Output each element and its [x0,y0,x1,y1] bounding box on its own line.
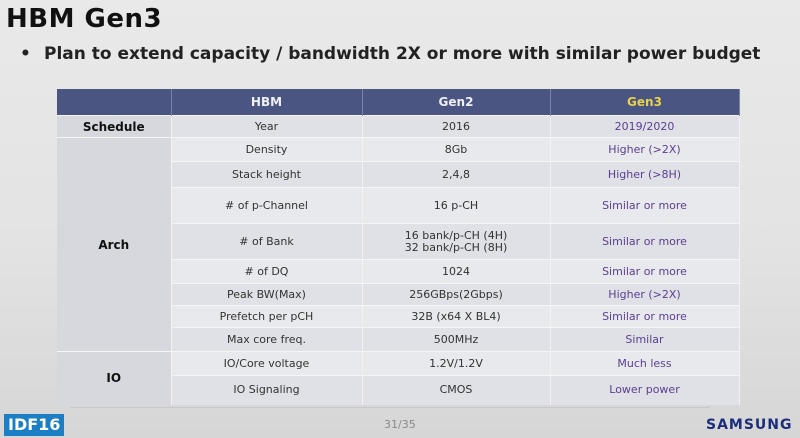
category-cell-arch: Arch [57,137,172,352]
gen3-cell: Similar or more [550,259,740,284]
gen2-cell: 1.2V/1.2V [362,351,551,376]
gen2-cell: CMOS [362,375,551,405]
item-cell: Year [171,115,363,138]
gen3-cell: 2019/2020 [550,115,740,138]
gen3-cell: Higher (>2X) [550,137,740,162]
header-category [57,89,172,116]
gen2-line: 32 bank/p-CH (8H) [404,240,508,254]
gen3-cell: Lower power [550,375,740,405]
item-cell: Peak BW(Max) [171,283,363,306]
gen3-cell: Higher (>8H) [550,161,740,188]
gen3-cell: Higher (>2X) [550,283,740,306]
bullet-text: Plan to extend capacity / bandwidth 2X o… [44,44,761,64]
table-row: Max core freq. 500MHz Similar [57,327,740,352]
gen2-cell: 2016 [362,115,551,138]
table-row: Prefetch per pCH 32B (x64 X BL4) Similar… [57,305,740,328]
gen2-cell: 500MHz [362,327,551,352]
gen2-cell: 32B (x64 X BL4) [362,305,551,328]
item-cell: Density [171,137,363,162]
gen3-cell: Much less [550,351,740,376]
item-cell: # of Bank [171,223,363,260]
gen2-cell: 16 p-CH [362,187,551,224]
table-row: Stack height 2,4,8 Higher (>8H) [57,161,740,188]
footer: IDF16 31/35 SAMSUNG [0,412,800,438]
gen2-cell: 256GBps(2Gbps) [362,283,551,306]
gen2-line: 16 bank/p-CH (4H) [404,228,508,242]
table-row: # of Bank 16 bank/p-CH (4H) 32 bank/p-CH… [57,223,740,260]
item-cell: # of DQ [171,259,363,284]
bullet-point: • Plan to extend capacity / bandwidth 2X … [20,44,760,64]
gen3-cell: Similar or more [550,223,740,260]
table-row: IO Signaling CMOS Lower power [57,375,740,405]
item-cell: Max core freq. [171,327,363,352]
page-number: 31/35 [384,418,416,431]
table-row: # of p-Channel 16 p-CH Similar or more [57,187,740,224]
category-cell-io: IO [57,351,172,405]
bullet-dot: • [20,44,31,64]
item-cell: Prefetch per pCH [171,305,363,328]
item-cell: Stack height [171,161,363,188]
table-row: # of DQ 1024 Similar or more [57,259,740,284]
category-cell: Schedule [57,115,172,138]
header-hbm: HBM [171,89,363,116]
table-header-row: HBM Gen2 Gen3 [57,89,740,116]
table-row: IO IO/Core voltage 1.2V/1.2V Much less [57,351,740,405]
gen3-cell: Similar or more [550,187,740,224]
samsung-logo: SAMSUNG [706,417,793,433]
idf-logo: IDF16 [4,414,65,436]
table-row: Peak BW(Max) 256GBps(2Gbps) Higher (>2X) [57,283,740,306]
gen2-cell: 8Gb [362,137,551,162]
gen2-cell: 2,4,8 [362,161,551,188]
header-gen3: Gen3 [550,89,740,116]
table-row: Arch Density 8Gb Higher (>2X) [57,137,740,352]
item-cell: IO Signaling [171,375,363,405]
item-cell: IO/Core voltage [171,351,363,376]
gen2-cell: 16 bank/p-CH (4H) 32 bank/p-CH (8H) [362,223,551,260]
footer-divider [70,407,710,408]
gen3-cell: Similar [550,327,740,352]
header-gen2: Gen2 [362,89,551,116]
gen2-cell: 1024 [362,259,551,284]
gen3-cell: Similar or more [550,305,740,328]
slide-title: HBM Gen3 [6,4,163,34]
item-cell: # of p-Channel [171,187,363,224]
table-row: Schedule Year 2016 2019/2020 [57,115,740,138]
spec-table: HBM Gen2 Gen3 Schedule Year 2016 2019/20… [57,89,740,405]
